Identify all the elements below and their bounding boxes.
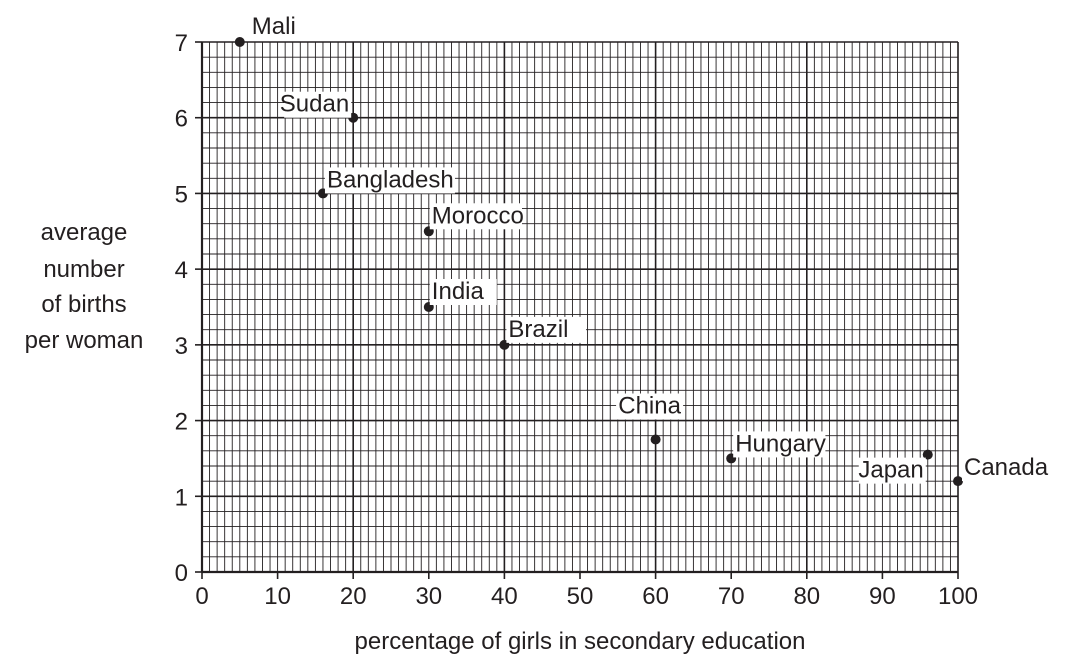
data-point xyxy=(953,476,963,487)
y-axis-title-line-1: average xyxy=(41,219,128,246)
data-point xyxy=(650,434,661,445)
point-label: Mali xyxy=(252,13,296,40)
y-axis-title-line-2: number xyxy=(43,256,124,283)
point-label-background xyxy=(858,457,926,484)
x-tick-label: 80 xyxy=(793,583,820,610)
x-tick-label: 50 xyxy=(567,583,594,610)
point-label-background xyxy=(733,431,826,458)
point-label-background xyxy=(324,167,455,194)
point-labels: Mali Sudan Bangladesh Morocco India Brazil Chi… xyxy=(249,13,1049,484)
point-label: Morocco xyxy=(432,202,524,229)
point-label-background xyxy=(429,203,522,230)
x-tick-label: 30 xyxy=(415,583,442,610)
point-label-background xyxy=(616,393,684,420)
x-tick-label: 10 xyxy=(264,583,291,610)
point-label-background xyxy=(284,91,352,118)
point-label: Japan xyxy=(858,457,923,484)
data-point xyxy=(922,449,933,460)
x-axis-title: percentage of girls in secondary educati… xyxy=(355,628,806,655)
y-tick-label: 6 xyxy=(175,106,188,133)
x-tick-label: 0 xyxy=(195,583,208,610)
y-axis-title-line-3: of births xyxy=(41,291,126,318)
y-tick-label: 5 xyxy=(175,181,188,208)
y-tick-label: 3 xyxy=(175,333,188,360)
x-tick-label: 60 xyxy=(642,583,669,610)
point-label: Brazil xyxy=(508,316,568,343)
point-label-background xyxy=(506,316,586,343)
x-tick-label: 70 xyxy=(718,583,745,610)
x-tick-label: 100 xyxy=(938,583,978,610)
point-label: India xyxy=(432,278,485,305)
data-point xyxy=(234,37,245,47)
point-label-background xyxy=(249,14,305,40)
y-axis-title-line-4: per woman xyxy=(25,327,144,354)
y-tick-label: 7 xyxy=(175,30,188,57)
point-label: Canada xyxy=(964,454,1049,481)
point-label: Sudan xyxy=(280,91,349,118)
grid-minor xyxy=(201,41,959,573)
y-tick-label: 0 xyxy=(175,560,188,587)
point-label: Bangladesh xyxy=(327,166,454,193)
point-label-background xyxy=(962,455,1042,482)
point-label-background xyxy=(429,279,497,305)
y-tick-label: 2 xyxy=(175,409,188,436)
y-axis-title: average number of births per woman xyxy=(25,219,144,354)
point-label: Hungary xyxy=(735,430,826,457)
x-tick-label: 40 xyxy=(491,583,518,610)
y-axis-ticks: 0 1 2 3 4 5 6 7 xyxy=(175,30,202,587)
x-tick-label: 20 xyxy=(340,583,367,610)
x-axis-ticks: 0 10 20 30 40 50 60 70 80 90 100 xyxy=(195,572,978,610)
y-tick-label: 1 xyxy=(175,484,188,511)
x-tick-label: 90 xyxy=(869,583,896,610)
point-label: China xyxy=(618,393,681,420)
y-tick-label: 4 xyxy=(175,257,188,284)
